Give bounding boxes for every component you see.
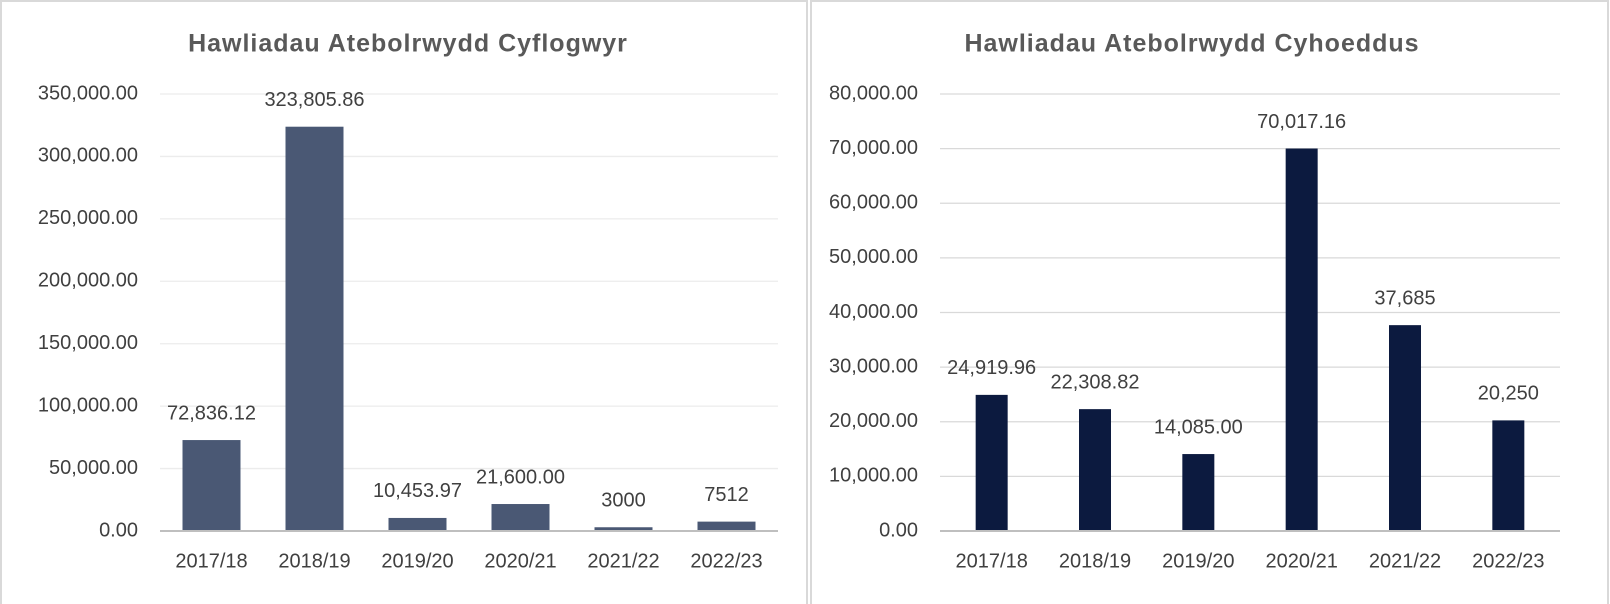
y-tick-label: 80,000.00 [829,82,918,104]
y-tick-label: 0.00 [879,519,918,541]
y-tick-label: 20,000.00 [829,410,918,432]
data-label: 24,919.96 [947,357,1036,379]
x-tick-label: 2020/21 [484,550,556,572]
y-tick-label: 30,000.00 [829,355,918,377]
y-tick-label: 0.00 [99,519,138,541]
data-label: 14,085.00 [1154,416,1243,438]
data-label: 7512 [704,484,749,506]
bar [697,521,756,531]
bar [1285,148,1318,532]
x-tick-label: 2022/23 [690,550,762,572]
data-label: 70,017.16 [1257,111,1346,133]
chart-title: Hawliadau Atebolrwydd Cyflogwyr [188,30,628,58]
y-tick-label: 350,000.00 [38,82,138,104]
x-tick-label: 2018/19 [278,550,350,572]
data-label: 21,600.00 [476,466,565,488]
y-tick-label: 40,000.00 [829,301,918,323]
panel-border [0,0,808,604]
bar [1492,420,1525,531]
x-tick-label: 2017/18 [956,550,1028,572]
x-tick-label: 2017/18 [175,550,247,572]
y-tick-label: 100,000.00 [38,394,138,416]
y-tick-label: 200,000.00 [38,270,138,292]
bar [182,440,241,531]
data-label: 3000 [601,490,646,512]
data-label: 20,250 [1478,383,1539,405]
x-tick-label: 2018/19 [1059,550,1131,572]
y-tick-label: 150,000.00 [38,332,138,354]
chart-title: Hawliadau Atebolrwydd Cyhoeddus [964,30,1419,58]
bar [594,527,653,531]
data-label: 37,685 [1374,287,1435,309]
panel-border [810,0,1609,604]
bar [1182,454,1215,531]
bar [388,517,447,531]
bar [491,504,550,531]
x-tick-label: 2021/22 [1369,550,1441,572]
x-tick-label: 2020/21 [1266,550,1338,572]
x-tick-label: 2021/22 [587,550,659,572]
x-tick-label: 2019/20 [1162,550,1234,572]
x-tick-label: 2019/20 [381,550,453,572]
data-label: 72,836.12 [167,402,256,424]
y-tick-label: 50,000.00 [829,246,918,268]
y-tick-label: 300,000.00 [38,145,138,167]
data-label: 22,308.82 [1051,371,1140,393]
y-tick-label: 60,000.00 [829,192,918,214]
y-tick-label: 10,000.00 [829,465,918,487]
data-label: 323,805.86 [264,89,364,111]
bar [285,126,344,531]
x-tick-label: 2022/23 [1472,550,1544,572]
data-label: 10,453.97 [373,480,462,502]
bar [1389,325,1421,531]
y-tick-label: 50,000.00 [49,457,138,479]
bar [1079,409,1111,531]
bar [975,394,1008,531]
y-tick-label: 250,000.00 [38,207,138,229]
y-tick-label: 70,000.00 [829,137,918,159]
